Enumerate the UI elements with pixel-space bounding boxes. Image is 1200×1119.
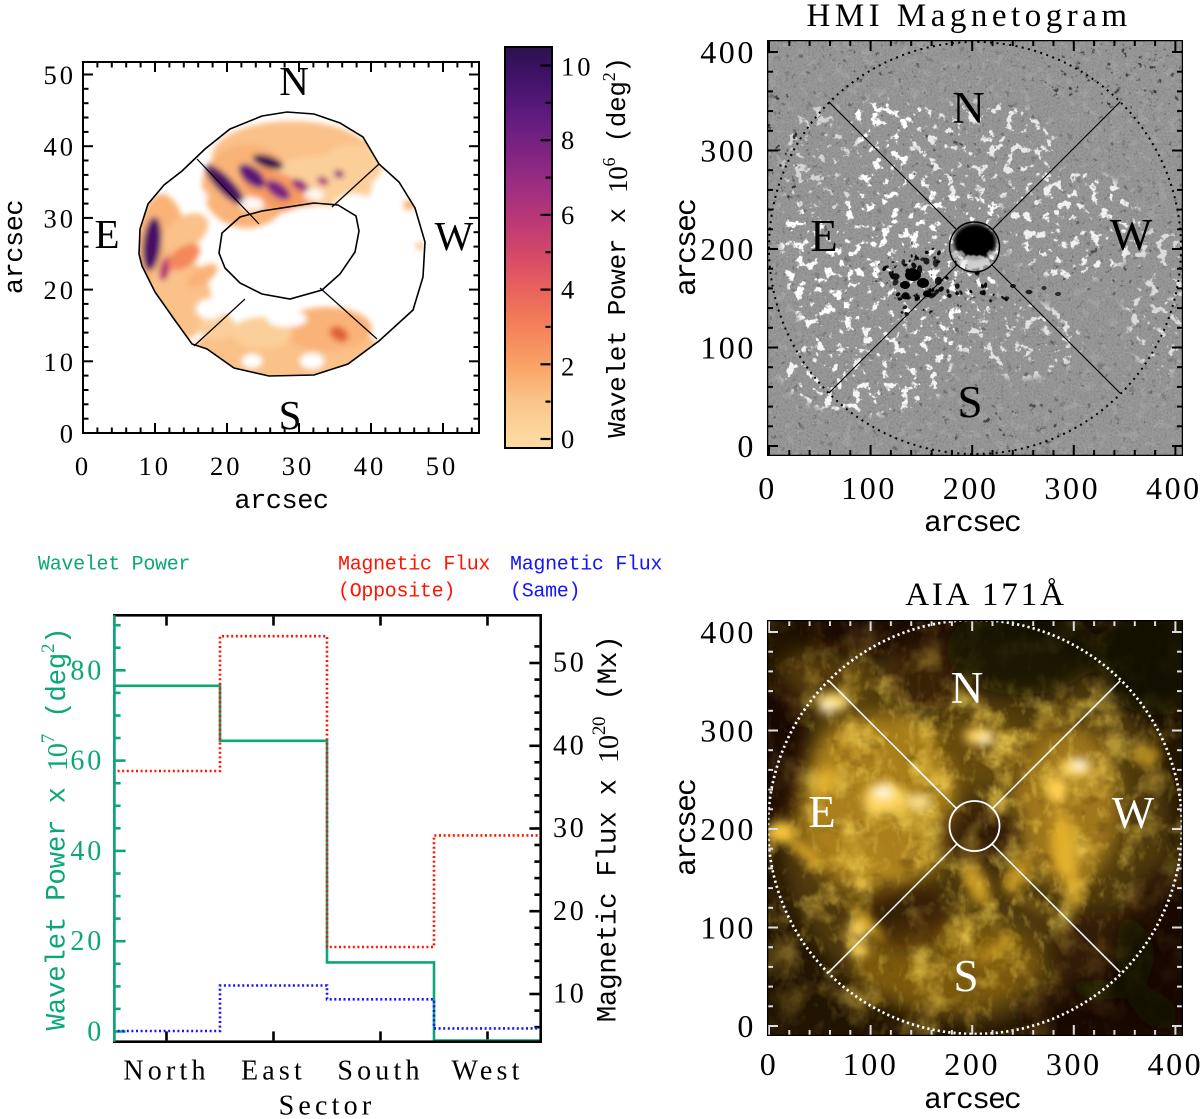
svg-text:0: 0 bbox=[87, 1017, 104, 1048]
svg-text:arcsec: arcsec bbox=[924, 1084, 1020, 1118]
svg-text:Wavelet Power x 106 (deg2): Wavelet Power x 106 (deg2) bbox=[599, 57, 633, 437]
svg-text:E: E bbox=[94, 211, 119, 257]
svg-text:8: 8 bbox=[561, 125, 577, 155]
svg-text:200: 200 bbox=[700, 811, 756, 847]
svg-text:0: 0 bbox=[60, 419, 76, 449]
svg-text:40: 40 bbox=[553, 730, 587, 761]
svg-text:N: N bbox=[951, 663, 984, 713]
svg-text:10: 10 bbox=[561, 52, 594, 82]
svg-text:300: 300 bbox=[1044, 470, 1100, 506]
svg-text:(Same): (Same) bbox=[510, 581, 580, 604]
svg-text:40: 40 bbox=[44, 132, 77, 162]
svg-text:S: S bbox=[957, 377, 982, 427]
svg-text:300: 300 bbox=[700, 133, 756, 169]
svg-text:40: 40 bbox=[70, 836, 104, 867]
svg-text:0: 0 bbox=[737, 428, 756, 464]
svg-text:0: 0 bbox=[75, 451, 91, 481]
svg-text:40: 40 bbox=[354, 451, 387, 481]
svg-text:W: W bbox=[1110, 210, 1153, 260]
svg-text:North: North bbox=[123, 1056, 209, 1087]
svg-text:400: 400 bbox=[700, 614, 756, 650]
svg-text:N: N bbox=[952, 83, 985, 133]
svg-text:20: 20 bbox=[44, 275, 77, 305]
svg-text:Sector: Sector bbox=[279, 1091, 376, 1119]
svg-text:arcsec: arcsec bbox=[924, 507, 1020, 541]
svg-text:N: N bbox=[279, 58, 309, 104]
svg-text:S: S bbox=[279, 392, 302, 438]
svg-text:10: 10 bbox=[138, 451, 171, 481]
svg-text:80: 80 bbox=[70, 655, 104, 686]
svg-text:200: 200 bbox=[944, 1046, 1000, 1082]
svg-text:arcsec: arcsec bbox=[671, 780, 705, 876]
svg-text:10: 10 bbox=[44, 347, 77, 377]
svg-text:100: 100 bbox=[700, 910, 756, 946]
svg-text:0: 0 bbox=[760, 1046, 779, 1082]
svg-text:W: W bbox=[435, 213, 474, 259]
svg-text:East: East bbox=[241, 1056, 306, 1087]
svg-text:20: 20 bbox=[70, 926, 104, 957]
svg-text:10: 10 bbox=[553, 979, 587, 1010]
svg-text:50: 50 bbox=[426, 451, 459, 481]
svg-text:30: 30 bbox=[44, 203, 77, 233]
svg-text:Wavelet Power x 107 (deg2): Wavelet Power x 107 (deg2) bbox=[38, 628, 74, 1031]
svg-text:arcsec: arcsec bbox=[234, 487, 328, 517]
svg-text:0: 0 bbox=[758, 470, 777, 506]
svg-text:400: 400 bbox=[700, 34, 756, 70]
svg-text:50: 50 bbox=[553, 648, 587, 679]
svg-text:0: 0 bbox=[561, 424, 577, 454]
svg-text:HMI Magnetogram: HMI Magnetogram bbox=[806, 0, 1131, 34]
svg-text:50: 50 bbox=[44, 60, 77, 90]
svg-text:100: 100 bbox=[843, 1046, 899, 1082]
svg-text:Magnetic Flux: Magnetic Flux bbox=[510, 554, 662, 577]
svg-text:30: 30 bbox=[553, 813, 587, 844]
svg-text:300: 300 bbox=[700, 713, 756, 749]
svg-text:60: 60 bbox=[70, 746, 104, 777]
svg-text:West: West bbox=[451, 1056, 523, 1087]
svg-text:AIA 171Å: AIA 171Å bbox=[905, 576, 1067, 613]
svg-text:Magnetic Flux x 1020 (Mx): Magnetic Flux x 1020 (Mx) bbox=[589, 636, 625, 1023]
svg-text:30: 30 bbox=[282, 451, 315, 481]
svg-text:South: South bbox=[337, 1056, 423, 1087]
svg-text:200: 200 bbox=[700, 231, 756, 267]
svg-text:E: E bbox=[808, 787, 836, 837]
svg-text:arcsec: arcsec bbox=[671, 200, 705, 296]
svg-text:300: 300 bbox=[1046, 1046, 1102, 1082]
svg-text:0: 0 bbox=[737, 1008, 756, 1044]
svg-text:20: 20 bbox=[210, 451, 243, 481]
svg-text:2: 2 bbox=[561, 352, 577, 382]
svg-text:100: 100 bbox=[700, 330, 756, 366]
svg-text:200: 200 bbox=[943, 470, 999, 506]
svg-text:400: 400 bbox=[1146, 470, 1200, 506]
svg-text:W: W bbox=[1112, 788, 1155, 838]
svg-text:Wavelet Power: Wavelet Power bbox=[38, 554, 190, 577]
svg-text:20: 20 bbox=[553, 896, 587, 927]
svg-text:100: 100 bbox=[841, 470, 897, 506]
svg-text:6: 6 bbox=[561, 200, 577, 230]
svg-text:Magnetic Flux: Magnetic Flux bbox=[338, 554, 490, 577]
svg-text:(Opposite): (Opposite) bbox=[338, 581, 455, 604]
svg-text:S: S bbox=[953, 951, 978, 1001]
svg-text:E: E bbox=[810, 211, 838, 261]
svg-text:400: 400 bbox=[1147, 1046, 1200, 1082]
svg-text:arcsec: arcsec bbox=[1, 200, 31, 294]
svg-text:4: 4 bbox=[561, 275, 577, 305]
